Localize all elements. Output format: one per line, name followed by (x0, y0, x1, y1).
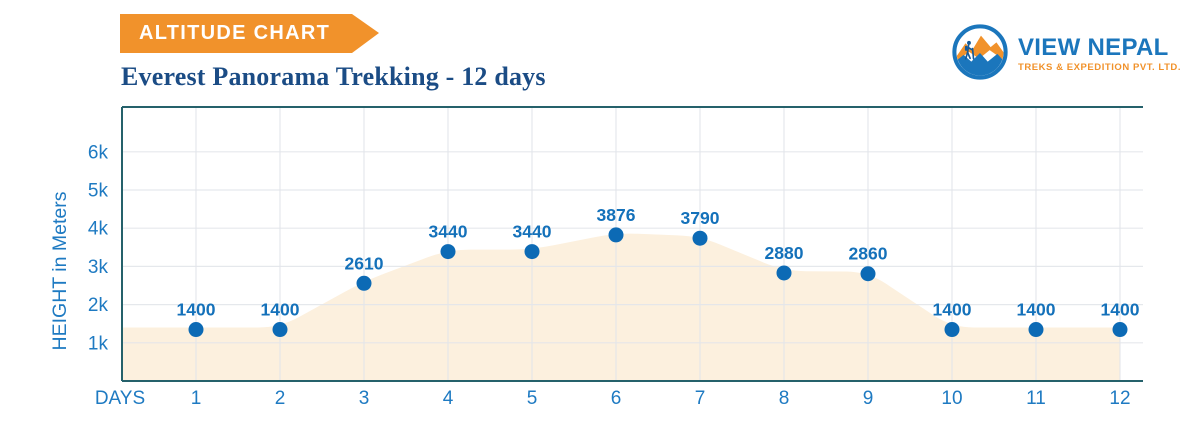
page-title: Everest Panorama Trekking - 12 days (121, 62, 546, 91)
data-point-label: 1400 (933, 300, 972, 320)
area-fill (122, 233, 1120, 381)
x-tick-label: 8 (779, 388, 790, 409)
y-tick-label: 6k (88, 142, 109, 163)
data-point (524, 244, 540, 260)
data-point (860, 266, 876, 282)
data-point (188, 322, 204, 338)
data-point (776, 265, 792, 281)
x-tick-label: 11 (1026, 388, 1046, 409)
x-tick-label: 9 (863, 388, 874, 409)
data-point (1112, 322, 1128, 338)
data-point-label: 2880 (765, 243, 804, 263)
data-point-label: 1400 (177, 300, 216, 320)
data-point-label: 3440 (429, 222, 468, 242)
mountain-hiker-icon (951, 23, 1009, 86)
data-point-label: 2610 (345, 253, 384, 273)
data-point-label: 3876 (597, 205, 636, 225)
data-point (356, 275, 372, 291)
data-point-label: 1400 (261, 300, 300, 320)
x-tick-label: 10 (941, 388, 962, 409)
x-axis-label: DAYS (95, 388, 145, 409)
data-point (944, 322, 960, 338)
data-point-label: 1400 (1017, 300, 1056, 320)
y-tick-label: 5k (88, 181, 109, 202)
x-tick-label: 6 (611, 388, 622, 409)
data-point (1028, 322, 1044, 338)
data-point (272, 322, 288, 338)
altitude-chart-banner: ALTITUDE CHART (120, 14, 379, 53)
x-tick-label: 1 (191, 388, 202, 409)
data-point (692, 230, 708, 246)
data-point-label: 2860 (849, 244, 888, 264)
x-tick-label: 4 (443, 388, 454, 409)
x-tick-label: 7 (695, 388, 706, 409)
y-tick-label: 2k (88, 295, 109, 316)
logo-name: VIEW NEPAL (1018, 34, 1169, 61)
x-tick-label: 2 (275, 388, 286, 409)
data-point (440, 244, 456, 260)
x-tick-label: 3 (359, 388, 370, 409)
y-tick-label: 1k (88, 333, 109, 354)
company-logo: VIEW NEPAL TREKS & EXPEDITION PVT. LTD. (951, 23, 1182, 86)
data-point-label: 3440 (513, 222, 552, 242)
y-tick-label: 3k (88, 257, 109, 278)
banner-label: ALTITUDE CHART (139, 22, 331, 44)
y-tick-label: 4k (88, 219, 109, 240)
data-point-label: 3790 (681, 208, 720, 228)
data-point (608, 227, 624, 243)
x-tick-label: 12 (1109, 388, 1130, 409)
logo-text: VIEW NEPAL TREKS & EXPEDITION PVT. LTD. (1018, 34, 1182, 74)
logo-tagline: TREKS & EXPEDITION PVT. LTD. (1018, 62, 1182, 73)
x-tick-label: 5 (527, 388, 538, 409)
y-axis-label: HEIGHT in Meters (49, 191, 71, 350)
data-point-label: 1400 (1101, 300, 1140, 320)
